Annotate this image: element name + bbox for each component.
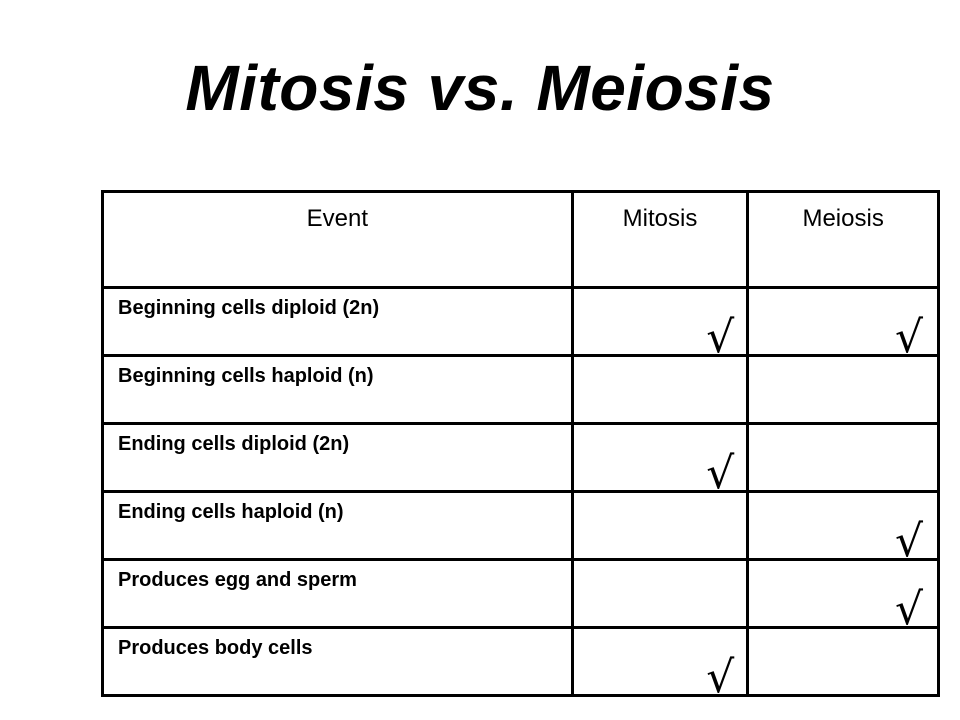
table-row: Beginning cells haploid (n) (101, 354, 940, 425)
mitosis-cell (570, 558, 750, 629)
event-cell: Produces body cells (101, 626, 574, 697)
mitosis-cell: √ (570, 286, 750, 360)
table-row: Produces egg and sperm √ (101, 558, 940, 632)
check-mark: √ (894, 584, 923, 635)
mitosis-cell (570, 490, 750, 561)
event-cell: Beginning cells haploid (n) (101, 354, 574, 425)
check-mark: √ (706, 652, 735, 703)
comparison-table: Event Mitosis Meiosis Beginning cells di… (101, 190, 940, 700)
table-row: Beginning cells diploid (2n) √ √ (101, 286, 940, 360)
table-row: Produces body cells √ (101, 626, 940, 700)
event-cell: Produces egg and sperm (101, 558, 574, 629)
check-mark: √ (706, 312, 735, 363)
check-mark: √ (706, 448, 735, 499)
meiosis-cell (746, 422, 940, 493)
event-cell: Beginning cells diploid (2n) (101, 286, 574, 357)
check-mark: √ (894, 516, 923, 567)
table-header-row: Event Mitosis Meiosis (101, 190, 940, 289)
event-label: Beginning cells diploid (2n) (118, 297, 380, 319)
meiosis-cell: √ (746, 490, 940, 564)
header-meiosis: Meiosis (746, 190, 940, 289)
event-label: Ending cells diploid (2n) (118, 433, 350, 455)
header-event: Event (101, 190, 574, 289)
table-row: Ending cells haploid (n) √ (101, 490, 940, 564)
event-label: Produces egg and sperm (118, 569, 357, 591)
event-cell: Ending cells diploid (2n) (101, 422, 574, 493)
meiosis-cell (746, 626, 940, 697)
table-row: Ending cells diploid (2n) √ (101, 422, 940, 496)
event-cell: Ending cells haploid (n) (101, 490, 574, 561)
mitosis-cell: √ (570, 422, 750, 496)
slide-title: Mitosis vs. Meiosis (185, 52, 775, 124)
mitosis-cell (570, 354, 750, 425)
check-mark: √ (894, 312, 923, 363)
event-label: Beginning cells haploid (n) (118, 365, 374, 387)
meiosis-cell (746, 354, 940, 425)
meiosis-cell: √ (746, 558, 940, 632)
meiosis-cell: √ (746, 286, 940, 360)
event-label: Ending cells haploid (n) (118, 501, 344, 523)
event-label: Produces body cells (118, 637, 313, 659)
header-mitosis: Mitosis (570, 190, 750, 289)
mitosis-cell: √ (570, 626, 750, 700)
